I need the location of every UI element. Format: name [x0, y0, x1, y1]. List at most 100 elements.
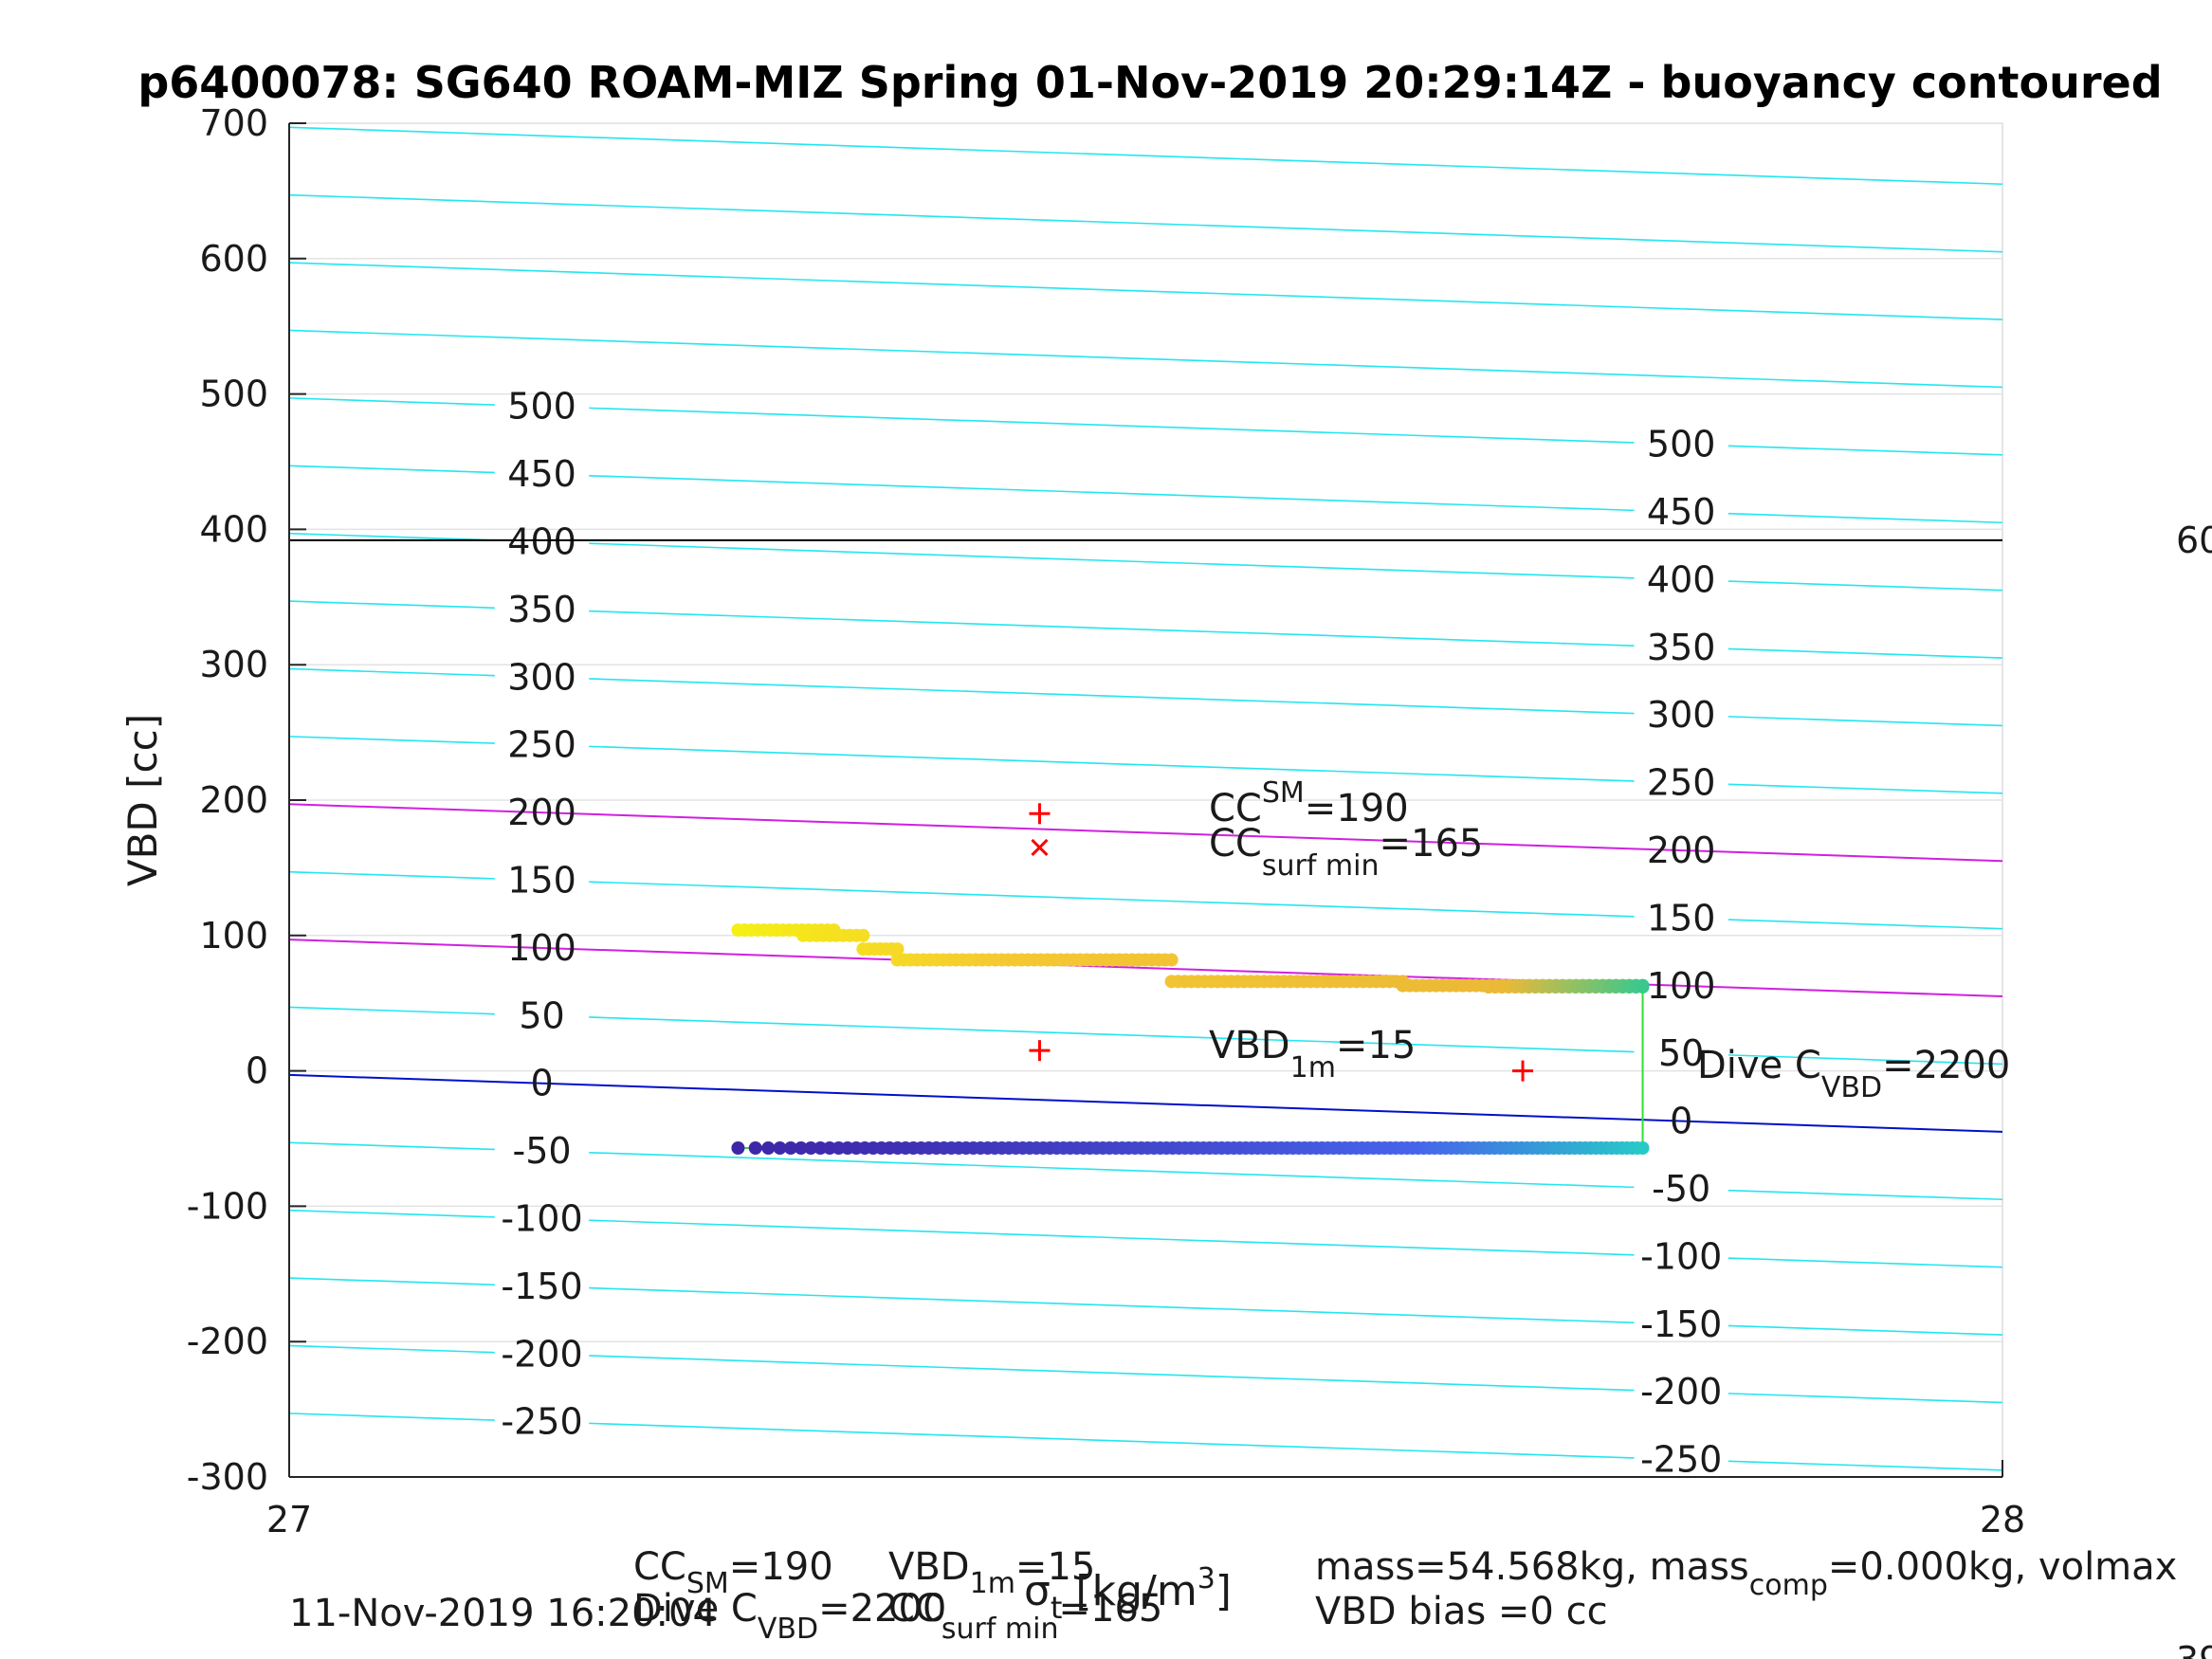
contour-labels: 500450400350300250200150100500-50-100-15…: [501, 386, 1722, 1481]
ascent-point: [1164, 953, 1179, 967]
vbd-1m-annotation: VBD1m=15: [1209, 1024, 1416, 1085]
contour-line-450: [1728, 512, 2002, 524]
y-tick-labels: 700 600 500 400 300 200 100 0 -100 -200 -300: [187, 102, 306, 1498]
contour-line--250: [1728, 1460, 2002, 1471]
contour-line-150: [1728, 919, 2002, 930]
contour-label-right: -50: [1652, 1168, 1710, 1210]
contour-label-left: 450: [507, 453, 576, 495]
contour-line-200: [289, 803, 2002, 863]
contour-line-0: [289, 1073, 2002, 1133]
contour-line-50: [589, 1016, 1635, 1053]
contour-line-250: [1728, 783, 2002, 794]
vbd-profile: [731, 923, 1650, 1155]
contour-line-350: [289, 600, 495, 610]
plot-area: 500450400350300250200150100500-50-100-15…: [187, 102, 2025, 1540]
contour-line-350: [589, 610, 1635, 647]
contour-line-500: [1728, 445, 2002, 456]
contour-label-left: 100: [507, 927, 576, 969]
contour-label-right: -250: [1640, 1439, 1722, 1481]
contour-label-left: 400: [507, 521, 576, 563]
x-axis-label: σt [kg/m3]: [1024, 1562, 1232, 1626]
contour-label-right: -150: [1640, 1304, 1722, 1345]
contour-label-left: 350: [507, 589, 576, 630]
cc-sm-annotation: CCSM=190: [1209, 776, 1409, 830]
contour-label-left: 300: [507, 656, 576, 698]
contour-line-50: [289, 1006, 495, 1015]
contour-label-right: 350: [1647, 627, 1716, 668]
contour-label-left: 150: [507, 860, 576, 902]
contour-line--50: [589, 1151, 1635, 1189]
contour-line-300: [289, 667, 495, 677]
contour-line-500: [589, 407, 1635, 444]
contour-line--100: [589, 1219, 1635, 1256]
contour-label-left: -200: [501, 1333, 582, 1375]
contour-line--100: [1728, 1257, 2002, 1268]
y-tick-label: -300: [187, 1456, 268, 1498]
y-tick-label: 400: [199, 508, 268, 550]
contour-line--100: [289, 1209, 495, 1218]
y-tick-label: 0: [246, 1050, 268, 1092]
contour-line-550: [289, 329, 2002, 389]
ascent-point: [1636, 980, 1650, 994]
y-tick-label: 100: [199, 915, 268, 957]
contour-label-right: 50: [1658, 1032, 1704, 1074]
contour-label-left: 0: [530, 1063, 553, 1104]
contour-line-400: [289, 532, 495, 541]
contour-line--150: [589, 1286, 1635, 1323]
contour-line-250: [289, 736, 495, 744]
x-marker: [1031, 838, 1049, 857]
contour-label-right: 450: [1647, 491, 1716, 533]
contour-label-left: 500: [507, 386, 576, 428]
descent-point: [794, 1140, 808, 1155]
x-tick-labels: 27 28: [266, 1460, 2025, 1540]
contour-line-450: [589, 474, 1635, 512]
y-tick-label: 500: [199, 374, 268, 415]
contour-line-500: [289, 397, 495, 406]
contour-label-right: 200: [1647, 830, 1716, 871]
right-edge-text-2: 39: [2176, 1639, 2212, 1659]
contour-line-400: [589, 542, 1635, 579]
ascent-point: [890, 942, 905, 957]
contour-label-left: -150: [501, 1266, 582, 1307]
dive-c-vbd-annotation: Dive CVBD=2200: [1697, 1044, 2010, 1104]
buoyancy-contours: [289, 126, 2002, 1471]
contour-line-700: [289, 126, 2002, 186]
contour-line-250: [589, 745, 1635, 782]
contour-line--50: [1728, 1189, 2002, 1201]
contour-line-50: [1728, 1054, 2002, 1066]
right-edge-text-1: 60: [2176, 520, 2212, 561]
y-tick-label: 300: [199, 644, 268, 685]
cc-surf-min-annotation: CCsurf min=165: [1209, 822, 1483, 883]
footer-cc-surf-min: CCsurf min=165: [888, 1587, 1162, 1646]
contour-line--200: [289, 1344, 495, 1354]
descent-point: [761, 1140, 776, 1155]
contour-line-450: [289, 465, 495, 474]
contour-line-150: [589, 881, 1635, 918]
descent-point: [773, 1140, 787, 1155]
contour-line--150: [289, 1277, 495, 1286]
descent-point: [804, 1140, 818, 1155]
footer-vbd-1m: VBD1m=15: [888, 1545, 1095, 1600]
contour-line--250: [589, 1422, 1635, 1459]
contour-label-right: -200: [1640, 1371, 1722, 1413]
contour-label-right: 0: [1670, 1101, 1692, 1142]
footer-mass: mass=54.568kg, masscomp=0.000kg, volmax: [1315, 1545, 2177, 1602]
contour-line-600: [289, 262, 2002, 320]
y-tick-label: 600: [199, 238, 268, 280]
contour-label-right: 150: [1647, 897, 1716, 939]
contour-line-100: [289, 939, 2002, 998]
descent-point: [1636, 1140, 1650, 1155]
footer-vbd-bias: VBD bias =0 cc: [1315, 1590, 1608, 1633]
contour-label-left: -50: [512, 1130, 571, 1172]
footer-cc-sm: CCSM=190: [633, 1545, 833, 1600]
contour-line--150: [1728, 1324, 2002, 1336]
x-tick-label: 28: [1980, 1499, 2025, 1540]
contour-label-left: 50: [519, 994, 564, 1036]
contour-line--250: [289, 1413, 495, 1421]
contour-line--200: [1728, 1393, 2002, 1404]
contour-line-300: [589, 678, 1635, 715]
descent-point: [814, 1140, 828, 1155]
markers: [1029, 803, 1534, 1082]
y-tick-label: 700: [199, 102, 268, 144]
